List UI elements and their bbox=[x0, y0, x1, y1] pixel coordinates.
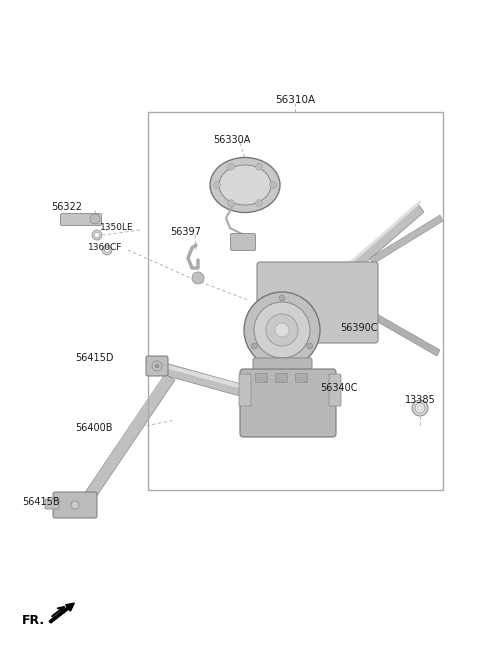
Circle shape bbox=[90, 214, 100, 224]
Circle shape bbox=[412, 400, 428, 416]
Ellipse shape bbox=[219, 165, 271, 205]
FancyBboxPatch shape bbox=[240, 369, 336, 437]
Circle shape bbox=[105, 248, 109, 252]
Circle shape bbox=[254, 302, 310, 358]
Polygon shape bbox=[81, 370, 168, 500]
Ellipse shape bbox=[210, 158, 280, 212]
Circle shape bbox=[92, 230, 102, 240]
FancyArrow shape bbox=[49, 603, 74, 623]
FancyBboxPatch shape bbox=[230, 233, 255, 250]
Circle shape bbox=[152, 361, 162, 371]
Polygon shape bbox=[285, 200, 421, 321]
Circle shape bbox=[214, 181, 220, 189]
FancyBboxPatch shape bbox=[146, 356, 168, 376]
Circle shape bbox=[192, 272, 204, 284]
FancyBboxPatch shape bbox=[239, 374, 251, 406]
Text: 56397: 56397 bbox=[170, 227, 201, 237]
Text: 56415D: 56415D bbox=[75, 353, 113, 363]
Polygon shape bbox=[367, 310, 440, 356]
Circle shape bbox=[71, 501, 79, 509]
Circle shape bbox=[252, 343, 257, 349]
FancyBboxPatch shape bbox=[253, 358, 312, 384]
Circle shape bbox=[102, 245, 112, 255]
Circle shape bbox=[307, 343, 312, 349]
Circle shape bbox=[418, 406, 422, 410]
Text: 56310A: 56310A bbox=[275, 95, 315, 105]
Polygon shape bbox=[165, 364, 270, 396]
Circle shape bbox=[275, 323, 289, 337]
Bar bbox=[148, 112, 443, 490]
Circle shape bbox=[279, 295, 285, 301]
FancyBboxPatch shape bbox=[45, 499, 59, 509]
Circle shape bbox=[415, 403, 425, 413]
Circle shape bbox=[244, 292, 320, 368]
Circle shape bbox=[269, 181, 276, 189]
Text: 56400B: 56400B bbox=[75, 423, 112, 433]
Text: 1350LE: 1350LE bbox=[100, 223, 133, 233]
Circle shape bbox=[266, 314, 298, 346]
Text: FR.: FR. bbox=[22, 614, 45, 627]
Polygon shape bbox=[160, 363, 270, 403]
FancyBboxPatch shape bbox=[255, 373, 267, 382]
FancyBboxPatch shape bbox=[257, 262, 378, 343]
Text: 13385: 13385 bbox=[405, 395, 435, 405]
FancyBboxPatch shape bbox=[329, 374, 341, 406]
Polygon shape bbox=[370, 215, 443, 264]
FancyBboxPatch shape bbox=[295, 373, 307, 382]
FancyBboxPatch shape bbox=[53, 492, 97, 518]
Text: 56330A: 56330A bbox=[213, 135, 251, 145]
Text: 56322: 56322 bbox=[51, 202, 82, 212]
Circle shape bbox=[255, 200, 263, 207]
Text: 56415B: 56415B bbox=[22, 497, 60, 507]
Circle shape bbox=[95, 233, 99, 237]
FancyBboxPatch shape bbox=[60, 214, 101, 225]
Circle shape bbox=[255, 164, 263, 170]
Polygon shape bbox=[282, 204, 424, 330]
FancyBboxPatch shape bbox=[275, 373, 287, 382]
Circle shape bbox=[228, 200, 235, 207]
Text: 1360CF: 1360CF bbox=[88, 244, 122, 252]
Polygon shape bbox=[80, 374, 175, 506]
Text: 56340C: 56340C bbox=[320, 383, 358, 393]
Circle shape bbox=[228, 164, 235, 170]
Text: 56390C: 56390C bbox=[340, 323, 377, 333]
Circle shape bbox=[155, 364, 159, 368]
